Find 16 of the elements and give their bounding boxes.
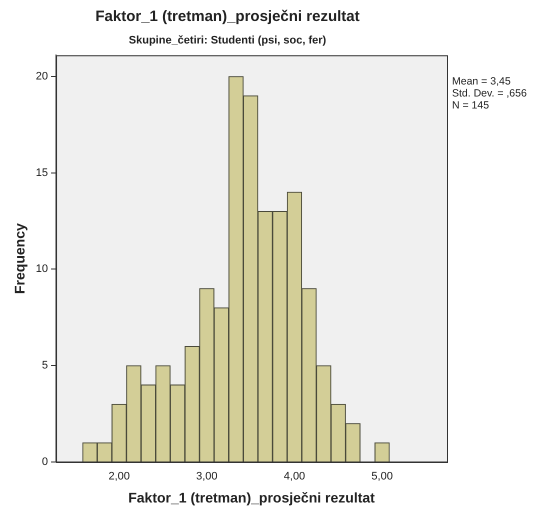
x-axis-title: Faktor_1 (tretman)_prosječni rezultat [128, 489, 376, 506]
x-tick-label: 5,00 [371, 470, 393, 483]
y-tick-label: 10 [36, 263, 48, 276]
x-tick-label: 2,00 [108, 470, 130, 483]
y-tick-label: 15 [36, 166, 48, 179]
y-axis-title: Frequency [11, 222, 28, 294]
y-tick-label: 0 [42, 456, 48, 468]
text: Mean = 3,45 [452, 75, 511, 88]
chart-title: Faktor_1 (tretman)_prosječni rezultat [95, 8, 360, 26]
y-tick-label: 5 [42, 360, 48, 372]
chart-subtitle: Skupine_četiri: Studenti (psi, soc, fer) [128, 34, 327, 47]
x-tick-label: 3,00 [196, 470, 218, 483]
y-tick-label: 20 [36, 70, 48, 82]
text: Std. Dev. = ,656 [452, 87, 527, 100]
x-tick-label: 4,00 [284, 470, 306, 483]
text: N = 145 [452, 99, 490, 112]
